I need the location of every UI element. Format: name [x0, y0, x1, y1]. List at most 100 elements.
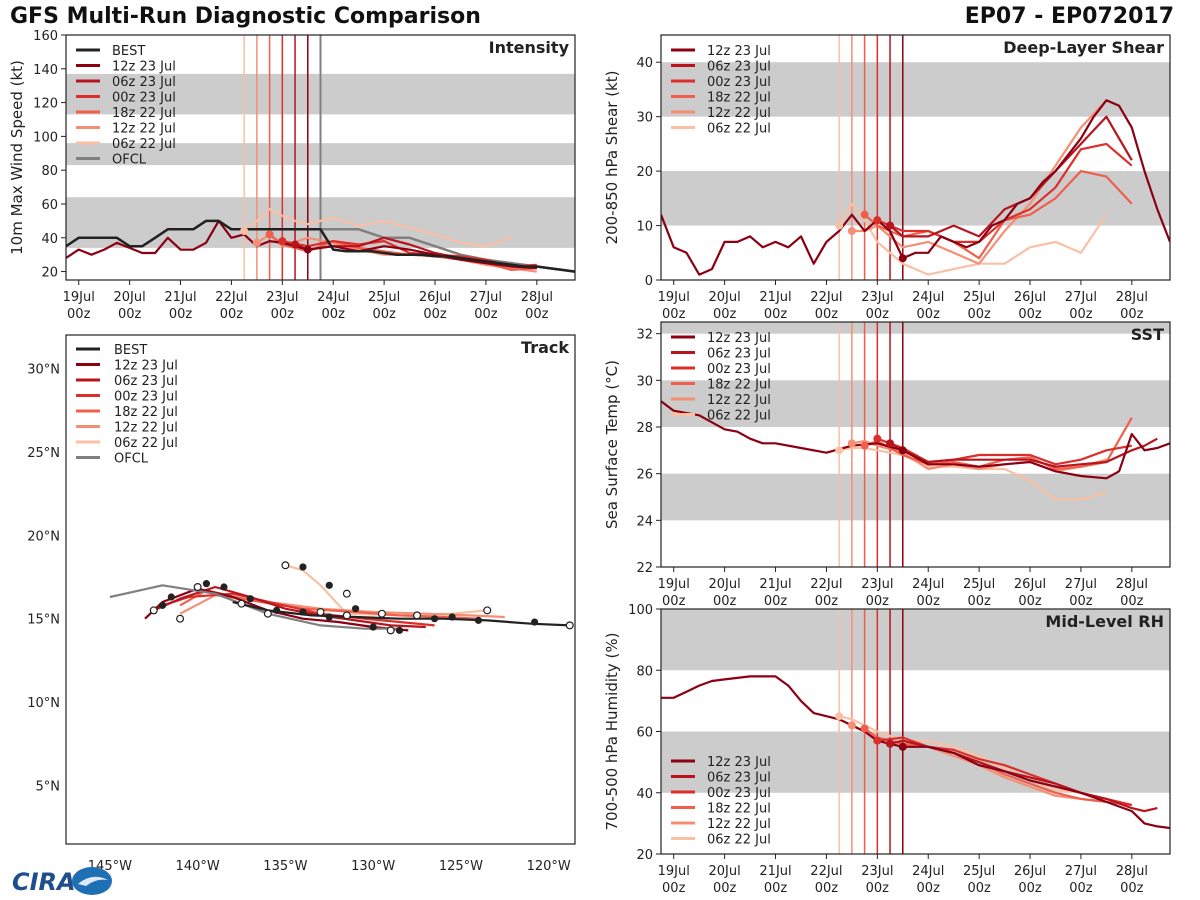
track-panel: 145°W 140°W 135°W 130°W 125°W 120°W5°N10°N15°…	[27, 334, 576, 874]
shear-frame	[660, 34, 1171, 281]
shear-legend-label: 12z 23 Jul	[707, 44, 771, 59]
intensity-legend-label: 06z 22 Jul	[112, 137, 176, 152]
track-legend-label: 18z 22 Jul	[114, 405, 178, 420]
sst-xtick-label: 19Jul	[658, 577, 690, 592]
rh-plot-area	[661, 609, 1170, 854]
intensity-xtick-label: 00z	[67, 307, 91, 322]
rh-marker-00z-23-jul	[873, 736, 882, 745]
intensity-xtick-label: 23Jul	[266, 290, 298, 305]
track-legend-label: OFCL	[114, 452, 149, 467]
sst-xtick-label: 28Jul	[1116, 577, 1148, 592]
rh-xtick-label: 28Jul	[1116, 864, 1148, 879]
shear-xtick-label: 00z	[1120, 307, 1144, 322]
track-marker-open	[316, 608, 325, 617]
shear-xtick-label: 00z	[967, 307, 991, 322]
track-ytick-label: 5°N	[36, 780, 61, 795]
track-marker-filled	[325, 613, 333, 621]
sst-xtick-label: 00z	[1069, 594, 1093, 609]
rh-xtick-label: 24Jul	[912, 864, 944, 879]
intensity-xtick-label: 00z	[474, 307, 498, 322]
rh-legend-label: 06z 22 Jul	[707, 833, 771, 848]
rh-ytick-label: 60	[636, 726, 653, 741]
shear-xtick-label: 23Jul	[861, 290, 893, 305]
shear-ytick-label: 10	[636, 220, 653, 235]
intensity-marker-18z-22-jul	[265, 230, 274, 239]
shear-ytick-label: 0	[645, 274, 653, 289]
track-marker-filled	[352, 605, 360, 613]
intensity-series-ofcl	[320, 228, 575, 273]
track-marker-open	[342, 589, 351, 598]
intensity-legend-label: OFCL	[112, 153, 147, 168]
cira-logo: CIRA	[12, 867, 112, 896]
sst-marker-00z-23-jul	[873, 434, 882, 443]
intensity-series-06z-22-jul	[243, 207, 512, 248]
track-marker-filled	[202, 580, 211, 588]
shear-marker-12z-23-jul	[898, 254, 907, 263]
shear-xtick-label: 00z	[1069, 307, 1093, 322]
track-marker-open	[413, 611, 422, 620]
shear-legend-label: 06z 23 Jul	[707, 60, 771, 75]
rh-xtick-label: 00z	[662, 881, 686, 896]
rh-legend-label: 06z 23 Jul	[707, 771, 771, 786]
rh-ytick-label: 40	[636, 787, 653, 802]
shear-xtick-label: 00z	[764, 307, 788, 322]
rh-xtick-label: 26Jul	[1014, 864, 1046, 879]
sst-marker-12z-22-jul	[847, 439, 856, 448]
track-marker-filled	[158, 601, 167, 609]
shear-xtick-label: 20Jul	[709, 290, 741, 305]
shear-title: Deep-Layer Shear	[1003, 38, 1164, 57]
track-marker-filled	[448, 613, 456, 621]
sst-legend-label: 06z 22 Jul	[707, 409, 771, 424]
shear-xtick-label: 00z	[1018, 307, 1042, 322]
sst-xtick-label: 00z	[1018, 594, 1042, 609]
intensity-xtick-label: 25Jul	[368, 290, 400, 305]
track-marker-filled	[299, 563, 307, 571]
sst-xtick-label: 00z	[1120, 594, 1144, 609]
sst-ytick-label: 26	[636, 468, 653, 483]
intensity-ytick-label: 120	[33, 97, 58, 112]
shear-ytick-label: 30	[636, 111, 653, 126]
sst-frame	[660, 321, 1171, 568]
rh-legend-label: 12z 23 Jul	[707, 755, 771, 770]
track-xtick-label: 125°W	[439, 859, 483, 874]
track-legend-label: 06z 22 Jul	[114, 436, 178, 451]
sst-xtick-label: 20Jul	[709, 577, 741, 592]
shear-marker-18z-22-jul	[860, 210, 869, 219]
rh-marker-12z-23-jul	[898, 742, 907, 751]
sst-marker-18z-22-jul	[860, 441, 869, 450]
sst-xtick-label: 23Jul	[861, 577, 893, 592]
shear-marker-00z-23-jul	[873, 216, 882, 225]
sst-ytick-label: 24	[636, 514, 653, 529]
intensity-xtick-label: 20Jul	[114, 290, 146, 305]
track-xtick-label: 130°W	[351, 859, 395, 874]
track-marker-open	[237, 599, 246, 608]
rh-xtick-label: 00z	[713, 881, 737, 896]
shear-xtick-label: 00z	[713, 307, 737, 322]
intensity-xtick-label: 27Jul	[470, 290, 502, 305]
sst-ytick-label: 22	[636, 561, 653, 576]
storm-id: EP07 - EP072017	[964, 4, 1174, 29]
rh-xtick-label: 21Jul	[759, 864, 791, 879]
shear-legend-label: 18z 22 Jul	[707, 91, 771, 106]
track-marker-filled	[531, 618, 539, 626]
intensity-legend-label: 00z 23 Jul	[112, 91, 176, 106]
track-xtick-label: 140°W	[176, 859, 220, 874]
intensity-title: Intensity	[489, 38, 570, 57]
intensity-marker-00z-23-jul	[278, 237, 287, 246]
shear-legend-label: 12z 22 Jul	[707, 106, 771, 121]
track-legend-label: 12z 23 Jul	[114, 359, 178, 374]
rh-xtick-label: 00z	[815, 881, 839, 896]
logo-text: CIRA	[12, 868, 76, 896]
track-frame	[65, 334, 576, 845]
track-marker-open	[386, 626, 395, 635]
track-legend-label: BEST	[114, 343, 147, 358]
sst-panel: 22 24 26 28 30 32 19Jul 00z 20Jul 00z 21Jul 00z 22Ju…	[603, 321, 1171, 609]
intensity-xtick-label: 19Jul	[63, 290, 95, 305]
shear-xtick-label: 00z	[815, 307, 839, 322]
intensity-marker-12z-22-jul	[252, 238, 261, 247]
track-marker-open	[149, 606, 158, 615]
track-legend-label: 12z 22 Jul	[114, 421, 178, 436]
figure-title: GFS Multi-Run Diagnostic Comparison	[10, 4, 481, 29]
track-xtick-label: 135°W	[263, 859, 307, 874]
sst-series-06z-23-jul	[889, 437, 1158, 468]
